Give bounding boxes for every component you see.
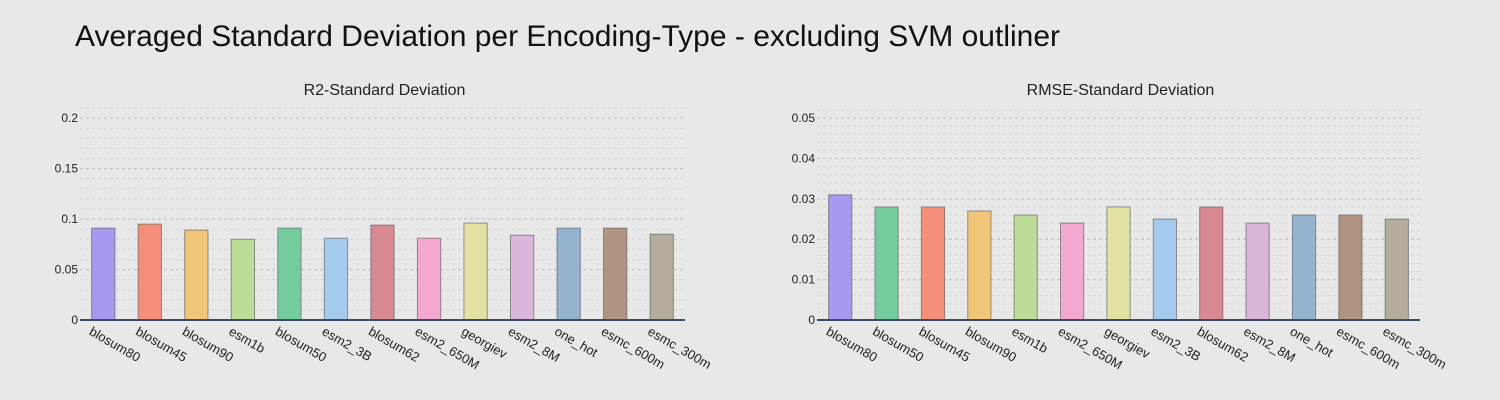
y-tick-label: 0.03 <box>792 192 816 206</box>
x-tick-label: blosum45 <box>133 324 189 365</box>
bar-blosum90 <box>967 210 992 321</box>
x-tick-label: blosum50 <box>870 324 926 365</box>
bar-blosum50 <box>874 206 899 321</box>
bar-one-hot <box>556 227 581 321</box>
bar-esm1b <box>230 238 256 321</box>
bar-esm2-3b <box>323 237 349 321</box>
bar-blosum50 <box>277 227 302 321</box>
bar-blosum62 <box>370 224 395 321</box>
bar-georgiev <box>1106 206 1131 321</box>
y-tick-label: 0.1 <box>61 212 78 226</box>
bar-esm2-8m <box>1245 222 1270 321</box>
main-title: Averaged Standard Deviation per Encoding… <box>75 20 1061 53</box>
x-tick-label: esm2_8M <box>1241 324 1298 366</box>
y-tick-label: 0.04 <box>792 151 816 165</box>
x-tick-label: esm2_3B <box>1148 324 1203 364</box>
r2-std-panel: R2-Standard Deviation 0 0.05 0.1 0.15 0.2 blos… <box>55 82 714 372</box>
x-tick-label: esm2_3B <box>319 324 374 364</box>
rmse-std-panel: RMSE-Standard Deviation 0 0.01 0.02 0.03 0.04… <box>792 82 1449 372</box>
y-tick-label: 0 <box>808 313 815 327</box>
bar-blosum45 <box>137 223 162 321</box>
x-tick-label: blosum80 <box>87 324 143 365</box>
bar-blosum90 <box>184 229 209 321</box>
x-tick-label: blosum80 <box>824 324 880 365</box>
y-tick-label: 0.05 <box>792 111 816 125</box>
bar-blosum80 <box>91 227 116 321</box>
y-tick-label: 0.02 <box>792 232 816 246</box>
y-tick-label: 0.01 <box>792 273 816 287</box>
x-tick-label: blosum45 <box>916 324 972 365</box>
bar-one-hot <box>1291 214 1317 321</box>
r2-panel-title: R2-Standard Deviation <box>304 82 466 99</box>
bar-esmc-600m <box>1338 214 1363 321</box>
bar-blosum80 <box>828 194 853 321</box>
x-tick-label: blosum62 <box>366 324 422 365</box>
y-tick-label: 0 <box>71 313 78 327</box>
x-tick-label: blosum50 <box>273 324 329 365</box>
x-tick-label: blosum90 <box>963 324 1019 365</box>
rmse-panel-title: RMSE-Standard Deviation <box>1027 82 1215 99</box>
y-tick-label: 0.2 <box>61 111 78 125</box>
x-tick-label: blosum62 <box>1195 324 1251 365</box>
bar-esm2-3b <box>1152 218 1177 321</box>
bar-blosum62 <box>1199 206 1224 321</box>
bar-esm2-650m <box>416 237 442 321</box>
bar-esmc-300m <box>1384 218 1409 321</box>
bar-esm2-8m <box>509 234 535 321</box>
bar-esmc-300m <box>649 233 674 321</box>
x-tick-label: blosum90 <box>180 324 236 365</box>
x-tick-label: esm2_8M <box>506 324 563 366</box>
y-tick-label: 0.15 <box>55 162 79 176</box>
bar-esm1b <box>1013 214 1038 321</box>
bar-esmc-600m <box>603 227 628 321</box>
bar-blosum45 <box>920 206 946 321</box>
y-tick-label: 0.05 <box>55 263 79 277</box>
bar-esm2-650m <box>1060 222 1085 321</box>
bar-georgiev <box>463 222 488 321</box>
